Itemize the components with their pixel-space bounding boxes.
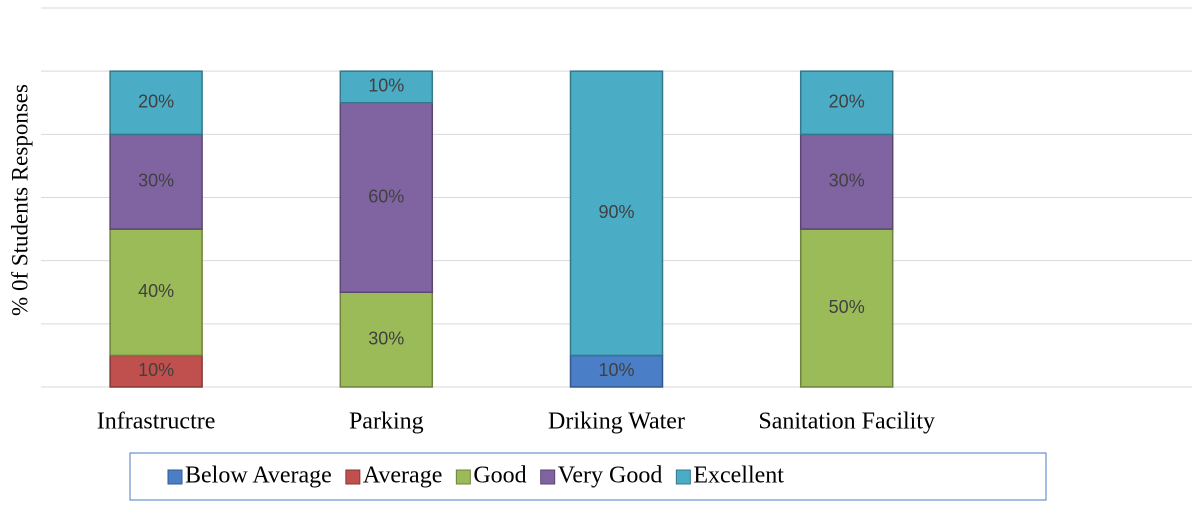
legend-swatch xyxy=(540,469,556,485)
data-label: 40% xyxy=(138,281,174,301)
legend-swatch xyxy=(167,469,183,485)
bar-segment xyxy=(569,70,664,357)
legend-label: Very Good xyxy=(558,463,663,489)
data-label: 30% xyxy=(829,170,865,190)
bar-segment xyxy=(569,354,664,388)
bar-segment xyxy=(109,70,203,136)
legend-label: Average xyxy=(363,463,443,489)
x-tick-label: Driking Water xyxy=(548,409,685,435)
data-label: 20% xyxy=(829,92,865,112)
data-label: 50% xyxy=(829,297,865,317)
bar-segment xyxy=(799,70,894,136)
bar-segment xyxy=(799,228,894,388)
y-axis-label: % 0f Students Responses xyxy=(7,84,32,316)
bar-segment xyxy=(339,102,434,293)
legend-label: Good xyxy=(473,463,526,489)
bar-segment xyxy=(109,133,203,230)
legend-swatch xyxy=(345,469,361,485)
legend-swatch xyxy=(455,469,471,485)
bar-segment xyxy=(339,291,434,388)
legend-label: Excellent xyxy=(693,463,784,489)
x-tick-label: Sanitation Facility xyxy=(758,409,935,435)
data-label: 60% xyxy=(368,186,404,206)
data-label: 10% xyxy=(368,76,404,96)
legend-box xyxy=(129,452,1047,501)
legend-swatch xyxy=(675,469,691,485)
bar-segment xyxy=(109,354,203,388)
data-label: 30% xyxy=(138,170,174,190)
bar-segment xyxy=(799,133,894,230)
data-label: 90% xyxy=(598,202,634,222)
bar-segment xyxy=(339,70,434,104)
legend-label: Below Average xyxy=(185,463,332,489)
x-tick-label: Infrastructre xyxy=(97,409,216,435)
data-label: 20% xyxy=(138,92,174,112)
bar-segment xyxy=(109,228,203,357)
data-label: 10% xyxy=(138,360,174,380)
x-tick-label: Parking xyxy=(349,409,424,435)
data-label: 30% xyxy=(368,328,404,348)
data-label: 10% xyxy=(598,360,634,380)
